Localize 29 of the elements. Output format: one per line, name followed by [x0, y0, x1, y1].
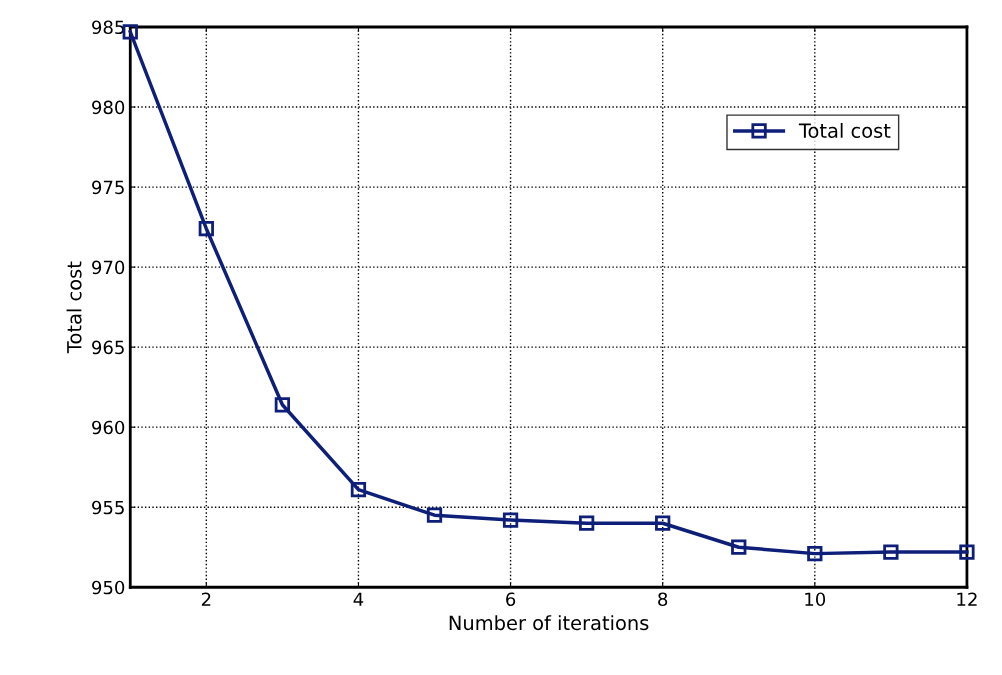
x-tick-label: 2 — [201, 592, 211, 606]
x-tick-label: 8 — [658, 592, 668, 607]
point — [198, 221, 214, 237]
point — [274, 397, 291, 413]
point — [578, 515, 595, 531]
point — [807, 545, 823, 562]
point — [502, 512, 519, 528]
x-tick-label: 12 — [957, 592, 977, 606]
x-tick-label: 4 — [353, 592, 364, 606]
x-tick-label: 6 — [506, 592, 516, 607]
y-tick-label: 965 — [92, 340, 124, 355]
y-tick-label: 950 — [92, 580, 125, 595]
y-tick-label: 970 — [92, 260, 125, 275]
point — [655, 515, 671, 531]
point — [959, 544, 975, 560]
point — [350, 481, 367, 498]
legend-label: Total cost — [798, 122, 891, 138]
x-tick-label: 10 — [805, 592, 826, 607]
point — [731, 539, 747, 555]
point — [426, 507, 443, 523]
y-tick-label: 980 — [92, 100, 125, 115]
y-tick-label: 975 — [92, 180, 124, 195]
point — [122, 24, 138, 40]
point — [883, 544, 899, 560]
y-tick-label: 985 — [92, 20, 124, 35]
y-axis-title: Total cost — [66, 261, 82, 354]
y-tick-label: 955 — [92, 500, 124, 515]
x-axis-title: Number of iterations — [449, 615, 649, 631]
y-tick-label: 960 — [92, 420, 125, 435]
